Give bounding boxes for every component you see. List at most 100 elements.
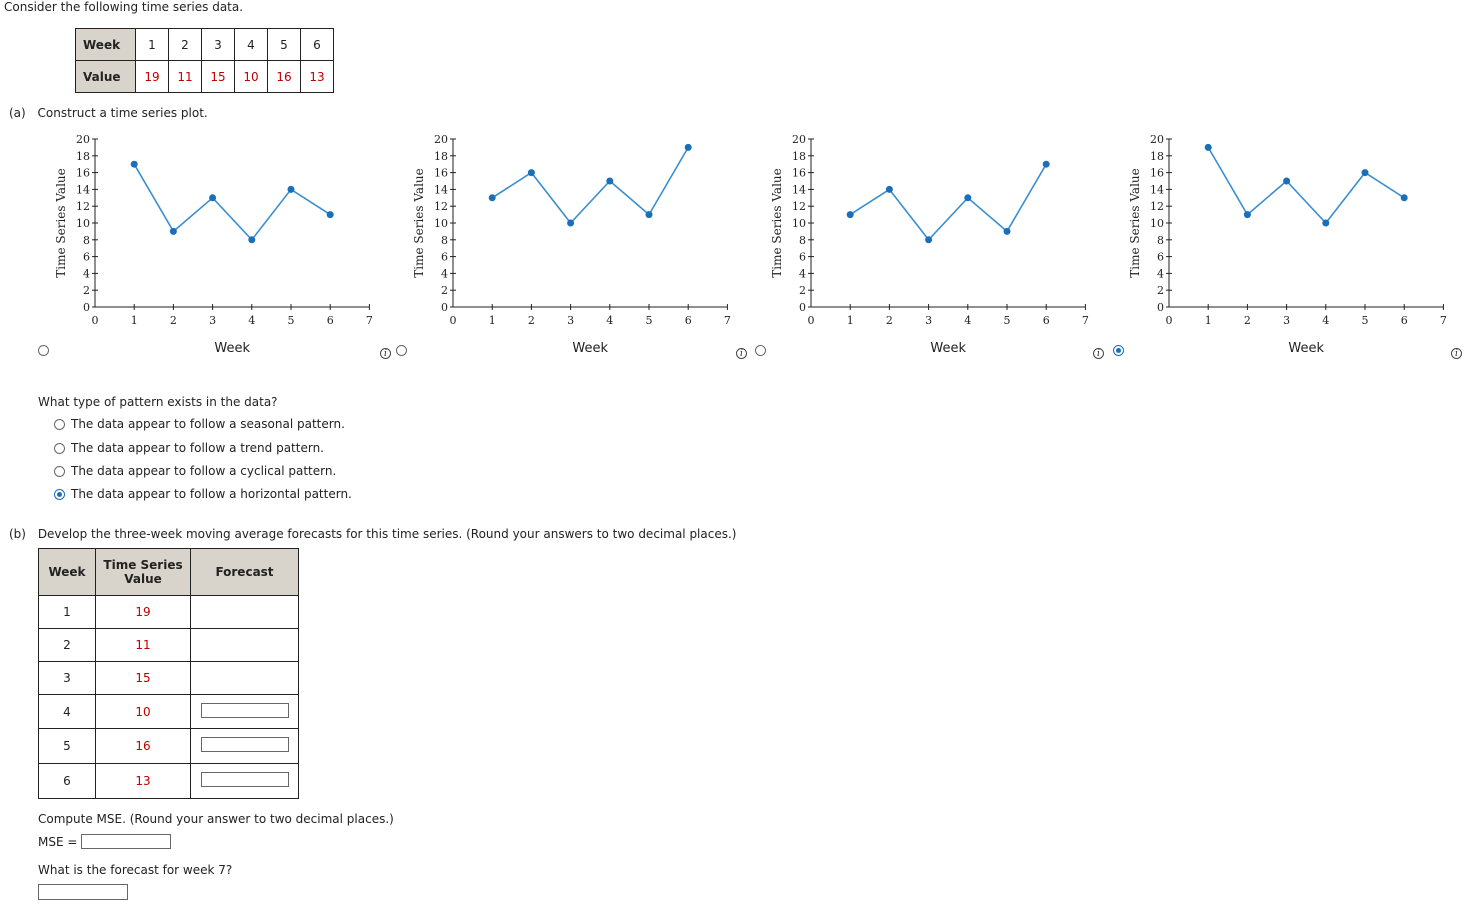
radio-button[interactable]	[54, 442, 65, 454]
forecast-input-week-6[interactable]	[200, 772, 289, 787]
data-point	[885, 185, 893, 193]
week-header: Week	[75, 28, 136, 61]
y-tick-label: 12	[792, 200, 806, 213]
data-point	[248, 236, 256, 244]
week-cell: 2	[38, 628, 96, 662]
mse-input[interactable]	[81, 834, 172, 849]
data-point	[488, 194, 496, 202]
data-point	[1283, 177, 1291, 185]
forecast-cell	[190, 661, 299, 695]
chart-option-radio-3[interactable]	[755, 345, 766, 356]
data-point	[925, 236, 933, 244]
info-icon[interactable]: i	[736, 348, 747, 359]
chart-option-radio-1[interactable]	[38, 345, 49, 356]
radio-button[interactable]	[54, 465, 65, 477]
data-table: Week 1 2 3 4 5 6 Value 19 11 15 10 16 13	[75, 28, 334, 93]
chart-option-radio-2[interactable]	[396, 345, 407, 356]
x-tick-label: 1	[847, 314, 854, 327]
value-cell: 13	[300, 60, 334, 93]
forecast-input-week-4[interactable]	[200, 702, 289, 718]
y-tick-label: 18	[1150, 150, 1164, 163]
value-column-header: Time Series Value	[95, 548, 191, 596]
week7-question: What is the forecast for week 7?	[38, 863, 233, 877]
series-line	[491, 146, 689, 225]
y-tick-label: 16	[434, 167, 448, 180]
x-tick-label: 2	[528, 314, 535, 327]
x-tick-label: 3	[567, 314, 574, 327]
forecast-table: Week Time Series Value Forecast 1 19 2 1…	[38, 548, 299, 799]
info-icon[interactable]: i	[380, 348, 391, 359]
time-series-chart-3: 0 2 4 6 8 10 12 14 16 18 20 0 1 2 3 4 5 6 7 Time Series Val…	[751, 128, 1111, 368]
forecast-column-header: Forecast	[190, 548, 299, 596]
x-tick-label: 0	[1166, 314, 1173, 327]
option-trend[interactable]: The data appear to follow a trend patter…	[54, 441, 324, 455]
table-row: 6 13	[38, 763, 299, 799]
x-tick-label: 2	[886, 314, 893, 327]
y-tick-label: 6	[441, 251, 448, 264]
x-tick-label: 3	[1283, 314, 1290, 327]
x-tick-label: 2	[1244, 314, 1251, 327]
y-tick-label: 0	[83, 301, 90, 314]
data-point	[527, 169, 535, 177]
y-tick-label: 2	[83, 284, 90, 297]
y-tick-label: 8	[1157, 234, 1164, 247]
data-point	[326, 211, 334, 219]
y-tick-label: 4	[1157, 267, 1164, 280]
data-point	[846, 211, 854, 219]
week-cell: 5	[267, 28, 301, 61]
y-axis-label: Time Series Value	[54, 168, 68, 278]
data-point	[1003, 227, 1011, 235]
x-tick-label: 4	[964, 314, 971, 327]
week-cell: 4	[38, 694, 96, 729]
option-cyclical[interactable]: The data appear to follow a cyclical pat…	[54, 464, 336, 478]
value-cell: 16	[95, 728, 191, 764]
x-tick-label: 4	[606, 314, 613, 327]
y-tick-label: 12	[1150, 200, 1164, 213]
values-row: Value 19 11 15 10 16 13	[75, 60, 334, 93]
forecast-input-week-5[interactable]	[200, 737, 289, 752]
part-b-heading: (b) Develop the three-week moving averag…	[9, 527, 736, 541]
table-row: 4 10	[38, 694, 299, 729]
y-tick-label: 16	[1150, 167, 1164, 180]
y-tick-label: 16	[792, 167, 806, 180]
value-cell: 11	[95, 628, 191, 662]
value-cell: 15	[201, 60, 235, 93]
chart-option-radio-4[interactable]	[1113, 345, 1124, 356]
radio-button-selected[interactable]	[54, 488, 65, 500]
data-point	[1322, 219, 1330, 227]
y-tick-label: 6	[1157, 251, 1164, 264]
x-tick-label: 5	[1004, 314, 1011, 327]
data-point	[964, 194, 972, 202]
y-tick-label: 14	[792, 183, 806, 196]
table-row: 2 11	[38, 628, 299, 662]
radio-button[interactable]	[54, 418, 65, 430]
part-b-text: Develop the three-week moving average fo…	[37, 527, 737, 541]
y-tick-label: 12	[76, 200, 90, 213]
time-series-chart-2: 0 2 4 6 8 10 12 14 16 18 20 0 1 2 3 4 5 6 7 Time Series Val…	[393, 128, 753, 368]
pattern-question: What type of pattern exists in the data?	[38, 395, 278, 409]
week-cell: 1	[38, 595, 96, 629]
y-tick-label: 10	[76, 217, 90, 230]
intro-text: Consider the following time series data.	[4, 0, 244, 14]
week-cell: 5	[38, 728, 96, 764]
week-cell: 2	[168, 28, 202, 61]
mse-question: Compute MSE. (Round your answer to two d…	[38, 812, 394, 826]
week7-forecast-input[interactable]	[38, 884, 128, 900]
info-icon[interactable]: i	[1451, 348, 1462, 359]
info-icon[interactable]: i	[1093, 348, 1104, 359]
y-axis-label: Time Series Value	[1128, 168, 1142, 278]
option-horizontal[interactable]: The data appear to follow a horizontal p…	[54, 487, 352, 501]
y-tick-label: 6	[83, 251, 90, 264]
x-axis-label: Week	[214, 341, 250, 356]
value-cell: 11	[168, 60, 202, 93]
series-line	[849, 163, 1047, 242]
week-cell: 6	[300, 28, 334, 61]
week-cell: 6	[38, 763, 96, 799]
data-point	[606, 177, 614, 185]
option-seasonal[interactable]: The data appear to follow a seasonal pat…	[54, 417, 345, 431]
time-series-chart-4: 0 2 4 6 8 10 12 14 16 18 20 0 1 2 3 4 5 6 7 Time Series Val…	[1109, 128, 1469, 368]
forecast-cell	[190, 763, 299, 799]
y-tick-label: 14	[1150, 183, 1164, 196]
